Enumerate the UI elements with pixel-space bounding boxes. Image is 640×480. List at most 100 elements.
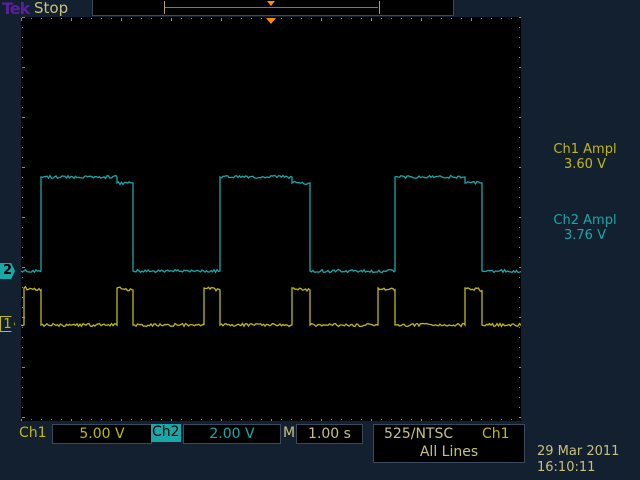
- graticule-tick: [22, 227, 23, 228]
- graticule-tick: [341, 419, 342, 420]
- graticule-tick: [22, 117, 25, 118]
- graticule-tick: [41, 419, 42, 420]
- ch2-label[interactable]: Ch2: [151, 424, 181, 442]
- graticule-tick: [22, 327, 23, 328]
- graticule-tick: [401, 18, 402, 19]
- graticule-tick: [321, 18, 322, 21]
- graticule-tick: [21, 419, 22, 421]
- graticule-tick: [201, 18, 202, 19]
- graticule-tick: [191, 419, 192, 420]
- trigger-readout[interactable]: 525/NTSC Ch1 All Lines: [373, 424, 525, 463]
- graticule-tick: [519, 187, 520, 188]
- graticule-tick: [501, 18, 502, 19]
- graticule-tick: [22, 167, 25, 168]
- ch1-scale[interactable]: 5.00 V: [52, 424, 152, 444]
- graticule-tick: [22, 407, 23, 408]
- graticule-tick: [61, 18, 62, 19]
- ch2-scale[interactable]: 2.00 V: [183, 424, 281, 444]
- graticule-tick: [91, 419, 92, 420]
- ch1-ground-marker[interactable]: 1: [0, 316, 15, 332]
- graticule-tick: [22, 107, 23, 108]
- graticule-tick: [321, 419, 322, 421]
- graticule-tick: [22, 377, 23, 378]
- graticule-tick: [519, 357, 520, 358]
- ch1-ampl-label: Ch1 Ampl: [535, 142, 635, 157]
- trigger-position-icon: [267, 1, 275, 6]
- graticule-tick: [231, 18, 232, 19]
- graticule-tick: [291, 18, 292, 19]
- graticule-tick: [519, 277, 520, 278]
- graticule-tick: [519, 17, 521, 18]
- graticule-tick: [181, 419, 182, 420]
- graticule-tick: [251, 18, 252, 19]
- graticule-tick: [111, 419, 112, 420]
- graticule-tick: [41, 18, 42, 19]
- graticule-tick: [221, 18, 222, 21]
- graticule-tick: [519, 147, 520, 148]
- graticule-tick: [21, 18, 22, 21]
- graticule-tick: [519, 327, 520, 328]
- graticule-tick: [161, 18, 162, 19]
- graticule-tick: [519, 207, 520, 208]
- time: 16:10:11: [537, 460, 619, 476]
- graticule-tick: [121, 18, 122, 21]
- graticule-tick: [519, 287, 520, 288]
- graticule-tick: [22, 157, 23, 158]
- date-time: 29 Mar 2011 16:10:11: [537, 444, 619, 476]
- graticule-tick: [81, 18, 82, 19]
- graticule-tick: [22, 237, 23, 238]
- trigger-time-marker-icon: [266, 18, 276, 24]
- graticule-tick: [411, 419, 412, 420]
- graticule-tick: [519, 167, 521, 168]
- graticule-tick: [51, 18, 52, 19]
- graticule-tick: [519, 397, 520, 398]
- trigger-lines: All Lines: [374, 444, 524, 460]
- ch1-ampl-measurement: Ch1 Ampl 3.60 V: [535, 142, 635, 172]
- graticule-tick: [22, 137, 23, 138]
- graticule-tick: [519, 257, 520, 258]
- graticule-tick: [501, 419, 502, 420]
- ch2-ground-marker[interactable]: 2: [0, 263, 15, 279]
- graticule-tick: [22, 177, 23, 178]
- graticule-tick: [22, 187, 23, 188]
- graticule-tick: [451, 18, 452, 19]
- graticule-tick: [22, 77, 23, 78]
- graticule-tick: [281, 18, 282, 19]
- graticule-tick: [519, 347, 520, 348]
- graticule-tick: [22, 397, 23, 398]
- date: 29 Mar 2011: [537, 444, 619, 460]
- graticule-tick: [519, 117, 521, 118]
- graticule-tick: [301, 419, 302, 420]
- graticule-tick: [351, 18, 352, 19]
- graticule-tick: [391, 18, 392, 19]
- ch1-label[interactable]: Ch1: [19, 425, 47, 441]
- graticule-tick: [441, 18, 442, 19]
- graticule-tick: [519, 217, 521, 218]
- graticule-tick: [241, 419, 242, 420]
- graticule-tick: [519, 177, 520, 178]
- graticule-tick: [519, 37, 520, 38]
- graticule-tick: [519, 137, 520, 138]
- graticule-tick: [101, 18, 102, 19]
- graticule-tick: [361, 419, 362, 420]
- graticule-tick: [441, 419, 442, 420]
- graticule-tick: [271, 419, 272, 421]
- time-scale[interactable]: 1.00 s: [296, 424, 363, 444]
- graticule-tick: [61, 419, 62, 420]
- graticule-tick: [519, 237, 520, 238]
- graticule-tick: [519, 77, 520, 78]
- graticule-tick: [519, 307, 520, 308]
- graticule-tick: [241, 18, 242, 19]
- graticule-tick: [381, 419, 382, 420]
- ch1-waveform: [21, 287, 521, 327]
- waveform-svg: [21, 17, 521, 421]
- graticule-tick: [22, 347, 23, 348]
- graticule-tick: [131, 18, 132, 19]
- main-timebase-label: M: [283, 425, 295, 441]
- graticule-tick: [519, 407, 520, 408]
- graticule-tick: [141, 18, 142, 19]
- record-view-line: [165, 7, 378, 8]
- graticule-tick: [519, 197, 520, 198]
- graticule-tick: [141, 419, 142, 420]
- graticule-tick: [22, 17, 25, 18]
